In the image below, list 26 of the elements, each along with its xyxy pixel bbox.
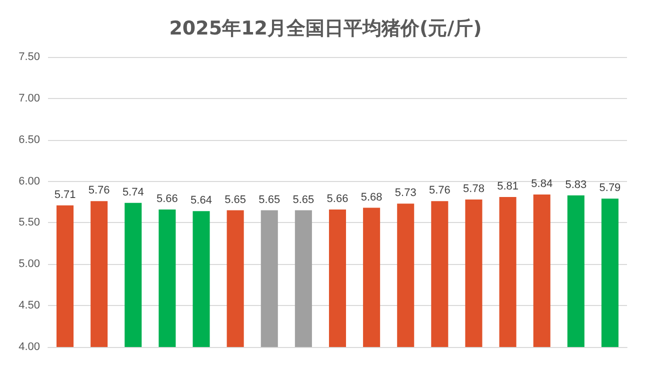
- y-tick-label: 4.50: [18, 300, 40, 312]
- data-label: 5.74: [122, 186, 144, 198]
- data-label: 5.64: [190, 194, 212, 207]
- data-label: 5.76: [428, 184, 450, 197]
- data-label: 5.78: [463, 183, 484, 196]
- data-label: 5.65: [258, 194, 280, 206]
- y-tick-label: 5.00: [18, 258, 40, 270]
- y-tick-label: 6.00: [18, 175, 40, 188]
- data-label: 5.73: [394, 187, 416, 200]
- chart-title: 2025年12月全国日平均猪价(元/斤): [169, 18, 482, 40]
- y-tick-label: 6.50: [18, 134, 40, 146]
- data-label: 5.79: [599, 182, 621, 194]
- data-label: 5.66: [156, 192, 178, 205]
- data-label: 5.76: [88, 184, 110, 197]
- y-tick-label: 4.00: [18, 341, 40, 353]
- data-label: 5.84: [531, 178, 553, 190]
- data-label: 5.71: [54, 188, 76, 201]
- data-label: 5.68: [360, 191, 382, 204]
- y-tick-label: 7.00: [18, 92, 40, 104]
- y-tick-label: 7.50: [18, 51, 40, 63]
- data-label: 5.65: [292, 194, 314, 206]
- data-label: 5.83: [565, 178, 587, 191]
- data-label: 5.66: [326, 192, 348, 205]
- y-tick-label: 5.50: [18, 216, 40, 229]
- data-label: 5.81: [497, 180, 519, 193]
- data-label: 5.65: [224, 194, 246, 206]
